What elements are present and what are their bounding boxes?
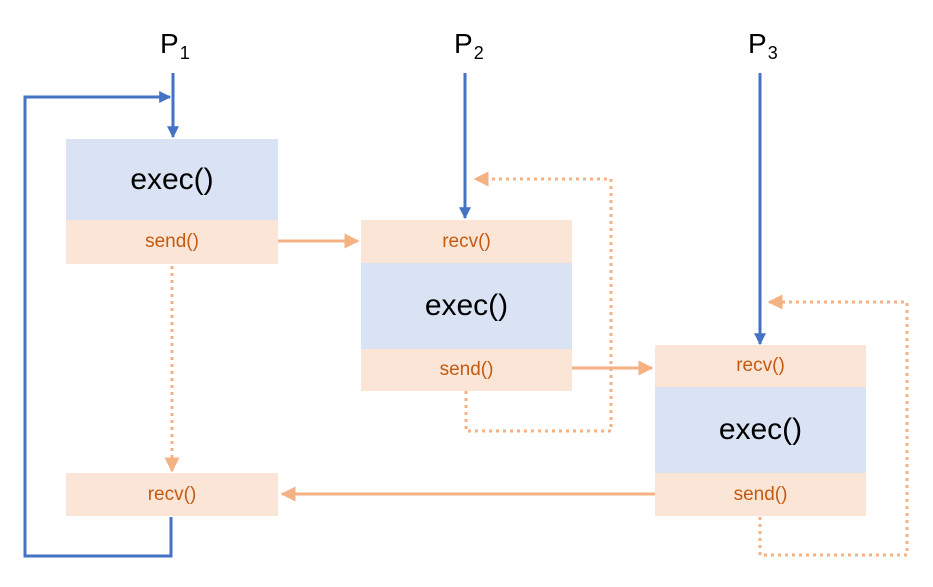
p1-recv-label: recv()	[147, 483, 197, 505]
p2-exec-box: exec()	[361, 263, 572, 349]
p2-label-name: P	[454, 28, 473, 59]
p2-dotted-loop-arrow	[464, 171, 613, 433]
p3-exec-box: exec()	[655, 387, 866, 473]
p2-label: P2	[454, 28, 484, 63]
p3-recv-box: recv()	[655, 345, 866, 387]
p1-send-label: send()	[145, 231, 199, 252]
p2-send-box: send()	[361, 349, 572, 391]
p3-dotted-loop-arrow	[758, 294, 909, 557]
p3-label-index: 3	[767, 43, 778, 63]
p2-exec-label: exec()	[424, 289, 509, 322]
p1-label-name: P	[160, 28, 179, 59]
p1-label: P1	[160, 28, 190, 63]
p2-send-label: send()	[439, 359, 494, 380]
p1-exec-label: exec()	[130, 162, 214, 196]
p1-recv-box: recv()	[66, 473, 278, 516]
p3-exec-label: exec()	[718, 413, 803, 446]
p3-label: P3	[748, 28, 778, 63]
p2-label-index: 2	[473, 43, 484, 63]
p1-label-index: 1	[179, 43, 190, 63]
p3-label-name: P	[748, 28, 767, 59]
p1-loop-arrow	[23, 91, 173, 558]
p3-send-box: send()	[655, 473, 866, 516]
p3-recv-label: recv()	[736, 355, 785, 376]
p1-exec-box: exec()	[66, 139, 278, 220]
p2-recv-label: recv()	[442, 230, 491, 252]
p2-recv-box: recv()	[361, 220, 572, 263]
p1-send-box: send()	[66, 220, 278, 264]
p3-send-label: send()	[733, 483, 788, 505]
